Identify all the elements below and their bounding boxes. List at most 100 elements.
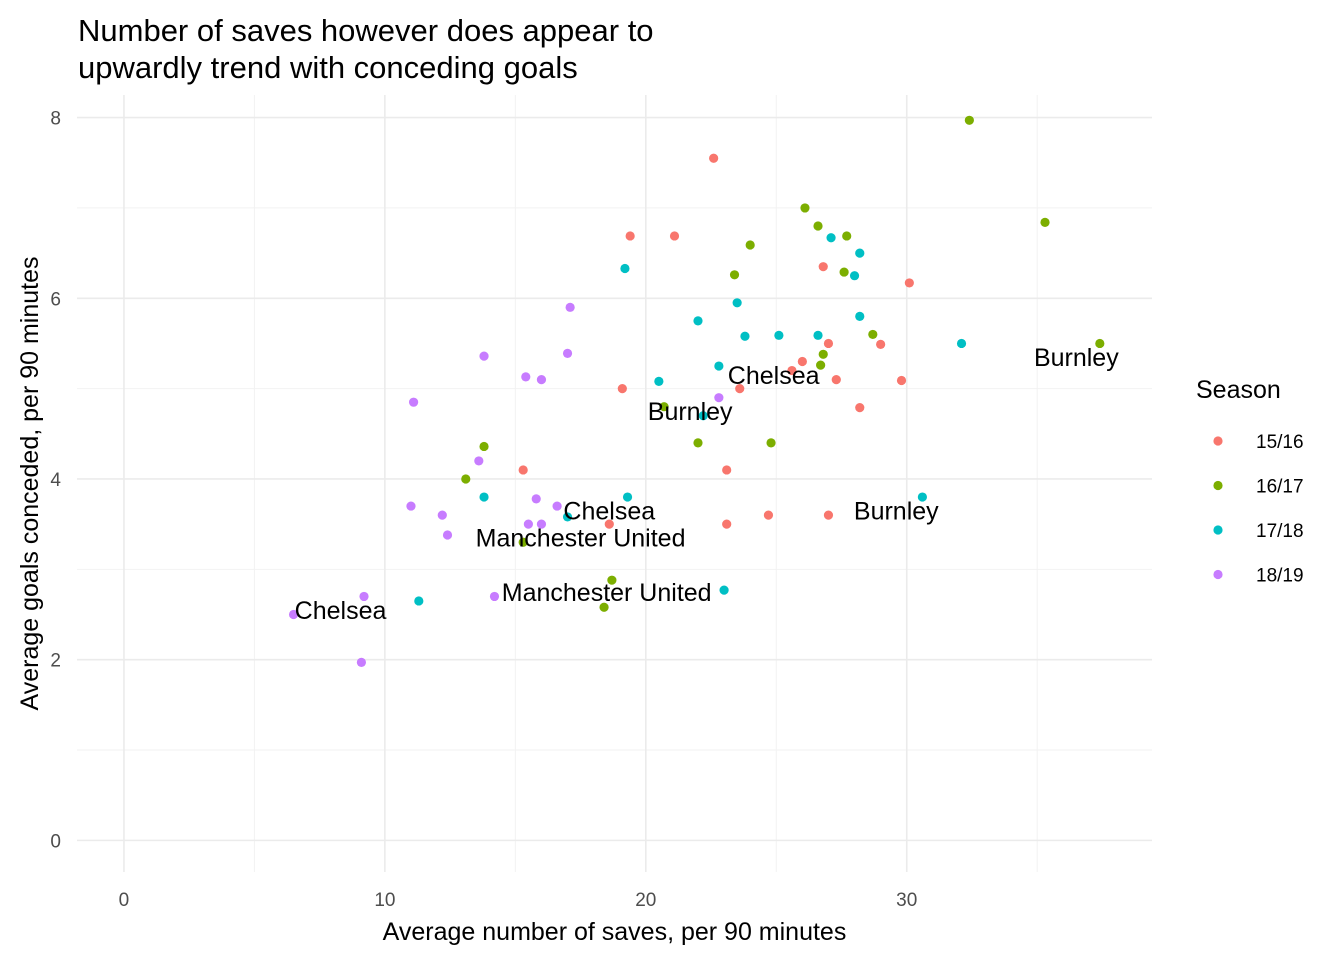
data-point bbox=[823, 338, 834, 349]
data-point bbox=[839, 267, 849, 277]
data-point bbox=[816, 360, 826, 370]
data-point bbox=[1095, 338, 1105, 349]
data-point bbox=[823, 510, 834, 520]
data-point bbox=[698, 411, 708, 421]
data-point bbox=[855, 311, 865, 321]
data-point bbox=[461, 474, 471, 484]
data-point bbox=[693, 438, 703, 448]
data-point bbox=[714, 393, 724, 403]
legend-title: Season bbox=[1196, 376, 1281, 404]
data-point bbox=[622, 492, 633, 502]
data-point bbox=[536, 374, 547, 385]
data-point bbox=[826, 233, 836, 243]
data-point bbox=[406, 501, 416, 511]
point-annotation: Burnley bbox=[854, 498, 939, 526]
series-15-16 bbox=[518, 153, 914, 529]
point-annotation: Chelsea bbox=[728, 362, 820, 390]
data-point bbox=[787, 365, 797, 376]
data-point bbox=[876, 339, 886, 349]
data-point bbox=[437, 510, 447, 520]
data-point bbox=[917, 492, 927, 502]
legend: Season 15/16 16/17 17/18 18/19 bbox=[1196, 376, 1304, 587]
data-point bbox=[474, 456, 484, 466]
data-point bbox=[523, 519, 533, 529]
data-point bbox=[625, 231, 635, 241]
data-point bbox=[599, 602, 609, 612]
x-tick-label: 20 bbox=[635, 890, 656, 911]
y-tick-label: 6 bbox=[50, 289, 61, 310]
data-point bbox=[904, 278, 914, 288]
data-point bbox=[620, 263, 630, 274]
data-point bbox=[518, 537, 528, 547]
data-point bbox=[956, 338, 967, 349]
data-point bbox=[714, 361, 724, 371]
point-annotation: Burnley bbox=[648, 398, 733, 426]
data-point bbox=[489, 591, 500, 602]
legend-key bbox=[1213, 525, 1223, 535]
y-tick-label: 2 bbox=[50, 651, 61, 672]
data-point bbox=[722, 465, 732, 475]
x-tick-label: 30 bbox=[896, 890, 917, 911]
point-annotation: Manchester United bbox=[502, 579, 712, 607]
legend-key bbox=[1213, 569, 1223, 580]
data-point bbox=[896, 375, 907, 386]
data-point bbox=[729, 270, 740, 280]
data-point bbox=[408, 397, 419, 407]
annotation-layer: BurnleyChelseaBurnleyBurnleyChelseaManch… bbox=[295, 344, 1120, 625]
axis-layer: 0 10 20 30 0 2 4 6 8 Average number of saves, per… bbox=[16, 109, 917, 946]
data-point bbox=[745, 240, 755, 250]
series-17-18 bbox=[414, 233, 967, 606]
data-point bbox=[813, 330, 823, 340]
data-point bbox=[831, 374, 841, 385]
data-point bbox=[607, 575, 617, 585]
data-point bbox=[562, 348, 573, 358]
data-point bbox=[818, 262, 828, 272]
x-tick-label: 0 bbox=[119, 890, 130, 911]
data-point bbox=[732, 298, 742, 308]
y-tick-label: 0 bbox=[50, 831, 61, 852]
legend-label: 15/16 bbox=[1256, 432, 1304, 453]
data-point bbox=[659, 402, 669, 412]
data-point bbox=[813, 221, 823, 231]
data-point bbox=[868, 329, 878, 340]
data-point bbox=[479, 351, 489, 361]
legend-key bbox=[1213, 480, 1223, 491]
data-point bbox=[735, 384, 745, 394]
data-point bbox=[855, 403, 865, 413]
data-point bbox=[766, 438, 776, 448]
legend-label: 16/17 bbox=[1256, 477, 1304, 498]
point-annotation: Chelsea bbox=[563, 498, 655, 526]
legend-label: 17/18 bbox=[1256, 521, 1304, 542]
data-point bbox=[604, 519, 614, 529]
data-point bbox=[740, 331, 750, 341]
data-point bbox=[442, 530, 453, 540]
data-point bbox=[763, 510, 774, 520]
grid-layer bbox=[77, 95, 1152, 872]
data-point bbox=[654, 376, 664, 387]
data-point bbox=[562, 512, 573, 522]
data-point bbox=[800, 203, 810, 213]
series-16-17 bbox=[461, 115, 1105, 612]
y-tick-label: 8 bbox=[50, 109, 61, 130]
data-point bbox=[479, 492, 489, 502]
data-point bbox=[849, 271, 860, 281]
data-point bbox=[617, 384, 627, 394]
data-point bbox=[842, 231, 852, 241]
data-point bbox=[669, 231, 680, 241]
data-point bbox=[964, 115, 974, 125]
y-tick-label: 4 bbox=[50, 470, 61, 491]
data-point bbox=[356, 657, 367, 667]
data-point bbox=[565, 302, 575, 312]
data-point bbox=[414, 596, 424, 606]
data-point bbox=[288, 609, 299, 620]
chart-title: Number of saves however does appear to u… bbox=[78, 13, 654, 85]
data-point bbox=[552, 501, 562, 511]
data-point bbox=[818, 349, 828, 359]
data-point bbox=[531, 494, 541, 504]
legend-key bbox=[1213, 436, 1223, 446]
data-point bbox=[359, 591, 369, 602]
data-point bbox=[797, 356, 807, 367]
data-point bbox=[1040, 217, 1050, 227]
x-axis-title: Average number of saves, per 90 minutes bbox=[383, 918, 847, 946]
